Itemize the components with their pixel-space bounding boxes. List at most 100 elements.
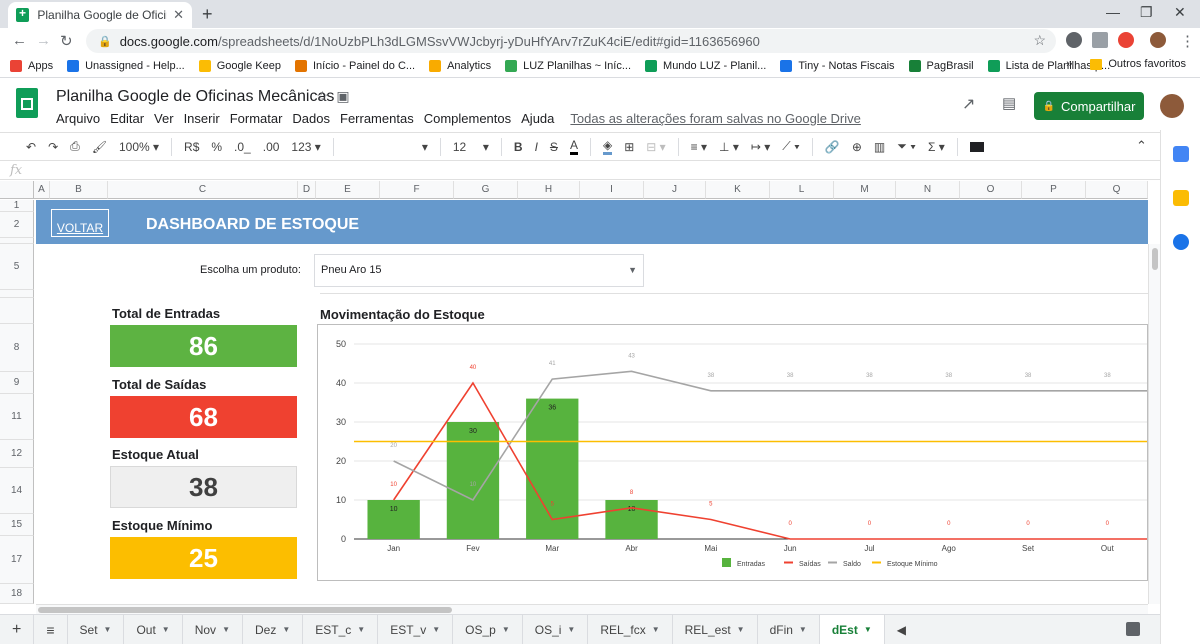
sheet-tab-nov[interactable]: Nov ▼ [183,614,243,644]
collapse-header-icon[interactable]: ⌃ [1136,138,1147,153]
share-button[interactable]: 🔒 Compartilhar [1034,92,1144,120]
input-tools-icon[interactable] [969,141,984,152]
sheet-tab-est-v[interactable]: EST_v ▼ [378,614,454,644]
chevron-down-icon[interactable]: ▼ [798,625,807,634]
menu-item[interactable]: Ferramentas [340,111,414,126]
back-icon[interactable]: ← [12,32,27,49]
sheet-tab-os-p[interactable]: OS_p ▼ [453,614,523,644]
column-header[interactable]: I [580,181,644,199]
horizontal-align-icon[interactable]: ≡ ▾ [690,139,708,154]
browser-tab[interactable]: Planilha Google de Oficinas Mec ✕ [8,2,192,28]
stock-movement-chart[interactable]: 0 10 20 30 40 50 Jan Fev Mar Abr Mai Jun Jul Ago Set Ou… [317,324,1148,581]
comments-icon[interactable]: ▤ [1002,95,1017,112]
menu-item[interactable]: Complementos [423,111,512,126]
sheet-tab-dest[interactable]: dEst ▼ [819,614,885,644]
increase-decimal-button[interactable]: .00 [262,139,280,154]
profile-avatar[interactable] [1150,32,1166,48]
extension-icon[interactable] [1092,32,1108,48]
row-header[interactable]: 15 [0,514,34,536]
avatar[interactable] [1160,94,1184,118]
scroll-tabs-left-icon[interactable]: ◀ [896,622,907,637]
other-bookmarks[interactable]: » Outros favoritos [1066,58,1186,70]
close-window-icon[interactable]: ✕ [1174,4,1186,20]
minimize-icon[interactable]: — [1106,4,1120,20]
forward-icon[interactable]: → [36,32,51,49]
column-header[interactable]: L [770,181,834,199]
bookmark-item[interactable]: Unassigned - Help... [67,59,185,72]
row-header[interactable]: 1 [0,200,34,212]
bookmark-star-icon[interactable]: ☆ [1033,32,1046,48]
row-header[interactable]: 5 [0,244,34,290]
document-title[interactable]: Planilha Google de Oficinas Mecânicas [56,88,335,105]
functions-icon[interactable]: Σ ▾ [928,139,945,154]
explore-icon[interactable] [1126,622,1140,636]
bookmark-item[interactable]: Lista de Planilhas p... [987,59,1110,72]
sheet-tab-rel-est[interactable]: REL_est ▼ [673,614,758,644]
chevron-down-icon[interactable]: ▼ [651,625,660,634]
column-header[interactable]: E [316,181,380,199]
horizontal-scrollbar[interactable] [36,604,1148,614]
formula-bar[interactable]: fx [0,160,1160,180]
borders-icon[interactable]: ⊞ [624,139,635,154]
bold-button[interactable]: B [513,139,523,154]
chevron-down-icon[interactable]: ▼ [863,625,872,634]
undo-icon[interactable]: ↶ [26,139,37,154]
product-dropdown[interactable]: Pneu Aro 15 ▼ [314,254,644,287]
maximize-icon[interactable]: ❐ [1140,4,1153,20]
chevron-down-icon[interactable]: ▼ [501,625,510,634]
url-text[interactable]: docs.google.com/spreadsheets/d/1NoUzbPLh… [119,33,760,49]
column-header[interactable]: A [34,181,50,199]
column-header[interactable]: J [644,181,706,199]
chevron-down-icon[interactable]: ▼ [567,625,576,634]
row-header[interactable] [0,298,34,324]
percent-format-button[interactable]: % [211,139,223,154]
row-header[interactable]: 11 [0,394,34,440]
row-header[interactable]: 14 [0,468,34,514]
save-status[interactable]: Todas as alterações foram salvas no Goog… [570,111,861,126]
extension-icon[interactable] [1118,32,1134,48]
chevron-down-icon[interactable]: ▼ [222,625,230,634]
bookmark-item[interactable]: Analytics [429,59,491,72]
zoom-select[interactable]: 100% ▾ [118,139,160,154]
more-formats-select[interactable]: 123 ▾ [291,139,321,154]
italic-button[interactable]: I [534,139,538,154]
chevron-down-icon[interactable]: ▼ [282,625,291,634]
sheet-tab-set[interactable]: Set ▼ [68,614,125,644]
menu-item[interactable]: Arquivo [56,111,101,126]
bookmark-item[interactable]: Google Keep [198,59,281,72]
keep-icon[interactable] [1173,190,1189,206]
strikethrough-button[interactable]: S [549,139,558,154]
column-header[interactable]: B [50,181,108,199]
column-header[interactable]: K [706,181,770,199]
bookmark-item[interactable]: LUZ Planilhas ~ Iníc... [505,59,631,72]
bookmark-item[interactable]: Tiny - Notas Fiscais [780,59,895,72]
chevron-down-icon[interactable]: ▾ [421,139,428,154]
bookmark-item[interactable]: Apps [10,59,53,72]
bookmark-item[interactable]: PagBrasil [908,59,974,72]
bookmark-item[interactable]: Início - Painel do C... [294,59,415,72]
column-header[interactable]: M [834,181,896,199]
column-header[interactable]: C [108,181,298,199]
row-header[interactable] [0,238,34,244]
row-header[interactable]: 8 [0,324,34,372]
chevron-down-icon[interactable]: ▼ [736,625,745,634]
insert-chart-icon[interactable]: ▥ [873,139,886,154]
paint-format-icon[interactable]: 🖌 [91,139,107,154]
print-icon[interactable]: ⎙ [70,139,80,153]
menu-item[interactable]: Dados [292,111,330,126]
column-header[interactable]: F [380,181,454,199]
insert-comment-icon[interactable]: ⊕ [851,139,862,154]
vertical-scrollbar[interactable] [1148,244,1160,604]
row-header[interactable]: 17 [0,536,34,584]
close-tab-icon[interactable]: ✕ [173,7,184,22]
activity-trend-icon[interactable]: ↗ [962,96,976,113]
menu-item[interactable]: Ver [154,111,174,126]
extension-icon[interactable] [1066,32,1082,48]
row-header[interactable]: 2 [0,212,34,238]
vertical-align-icon[interactable]: ⊥ ▾ [719,139,739,154]
column-header[interactable]: D [298,181,316,199]
column-header[interactable]: P [1022,181,1086,199]
row-header[interactable]: 9 [0,372,34,394]
column-header[interactable]: Q [1086,181,1148,199]
new-tab-button[interactable]: + [202,4,213,24]
